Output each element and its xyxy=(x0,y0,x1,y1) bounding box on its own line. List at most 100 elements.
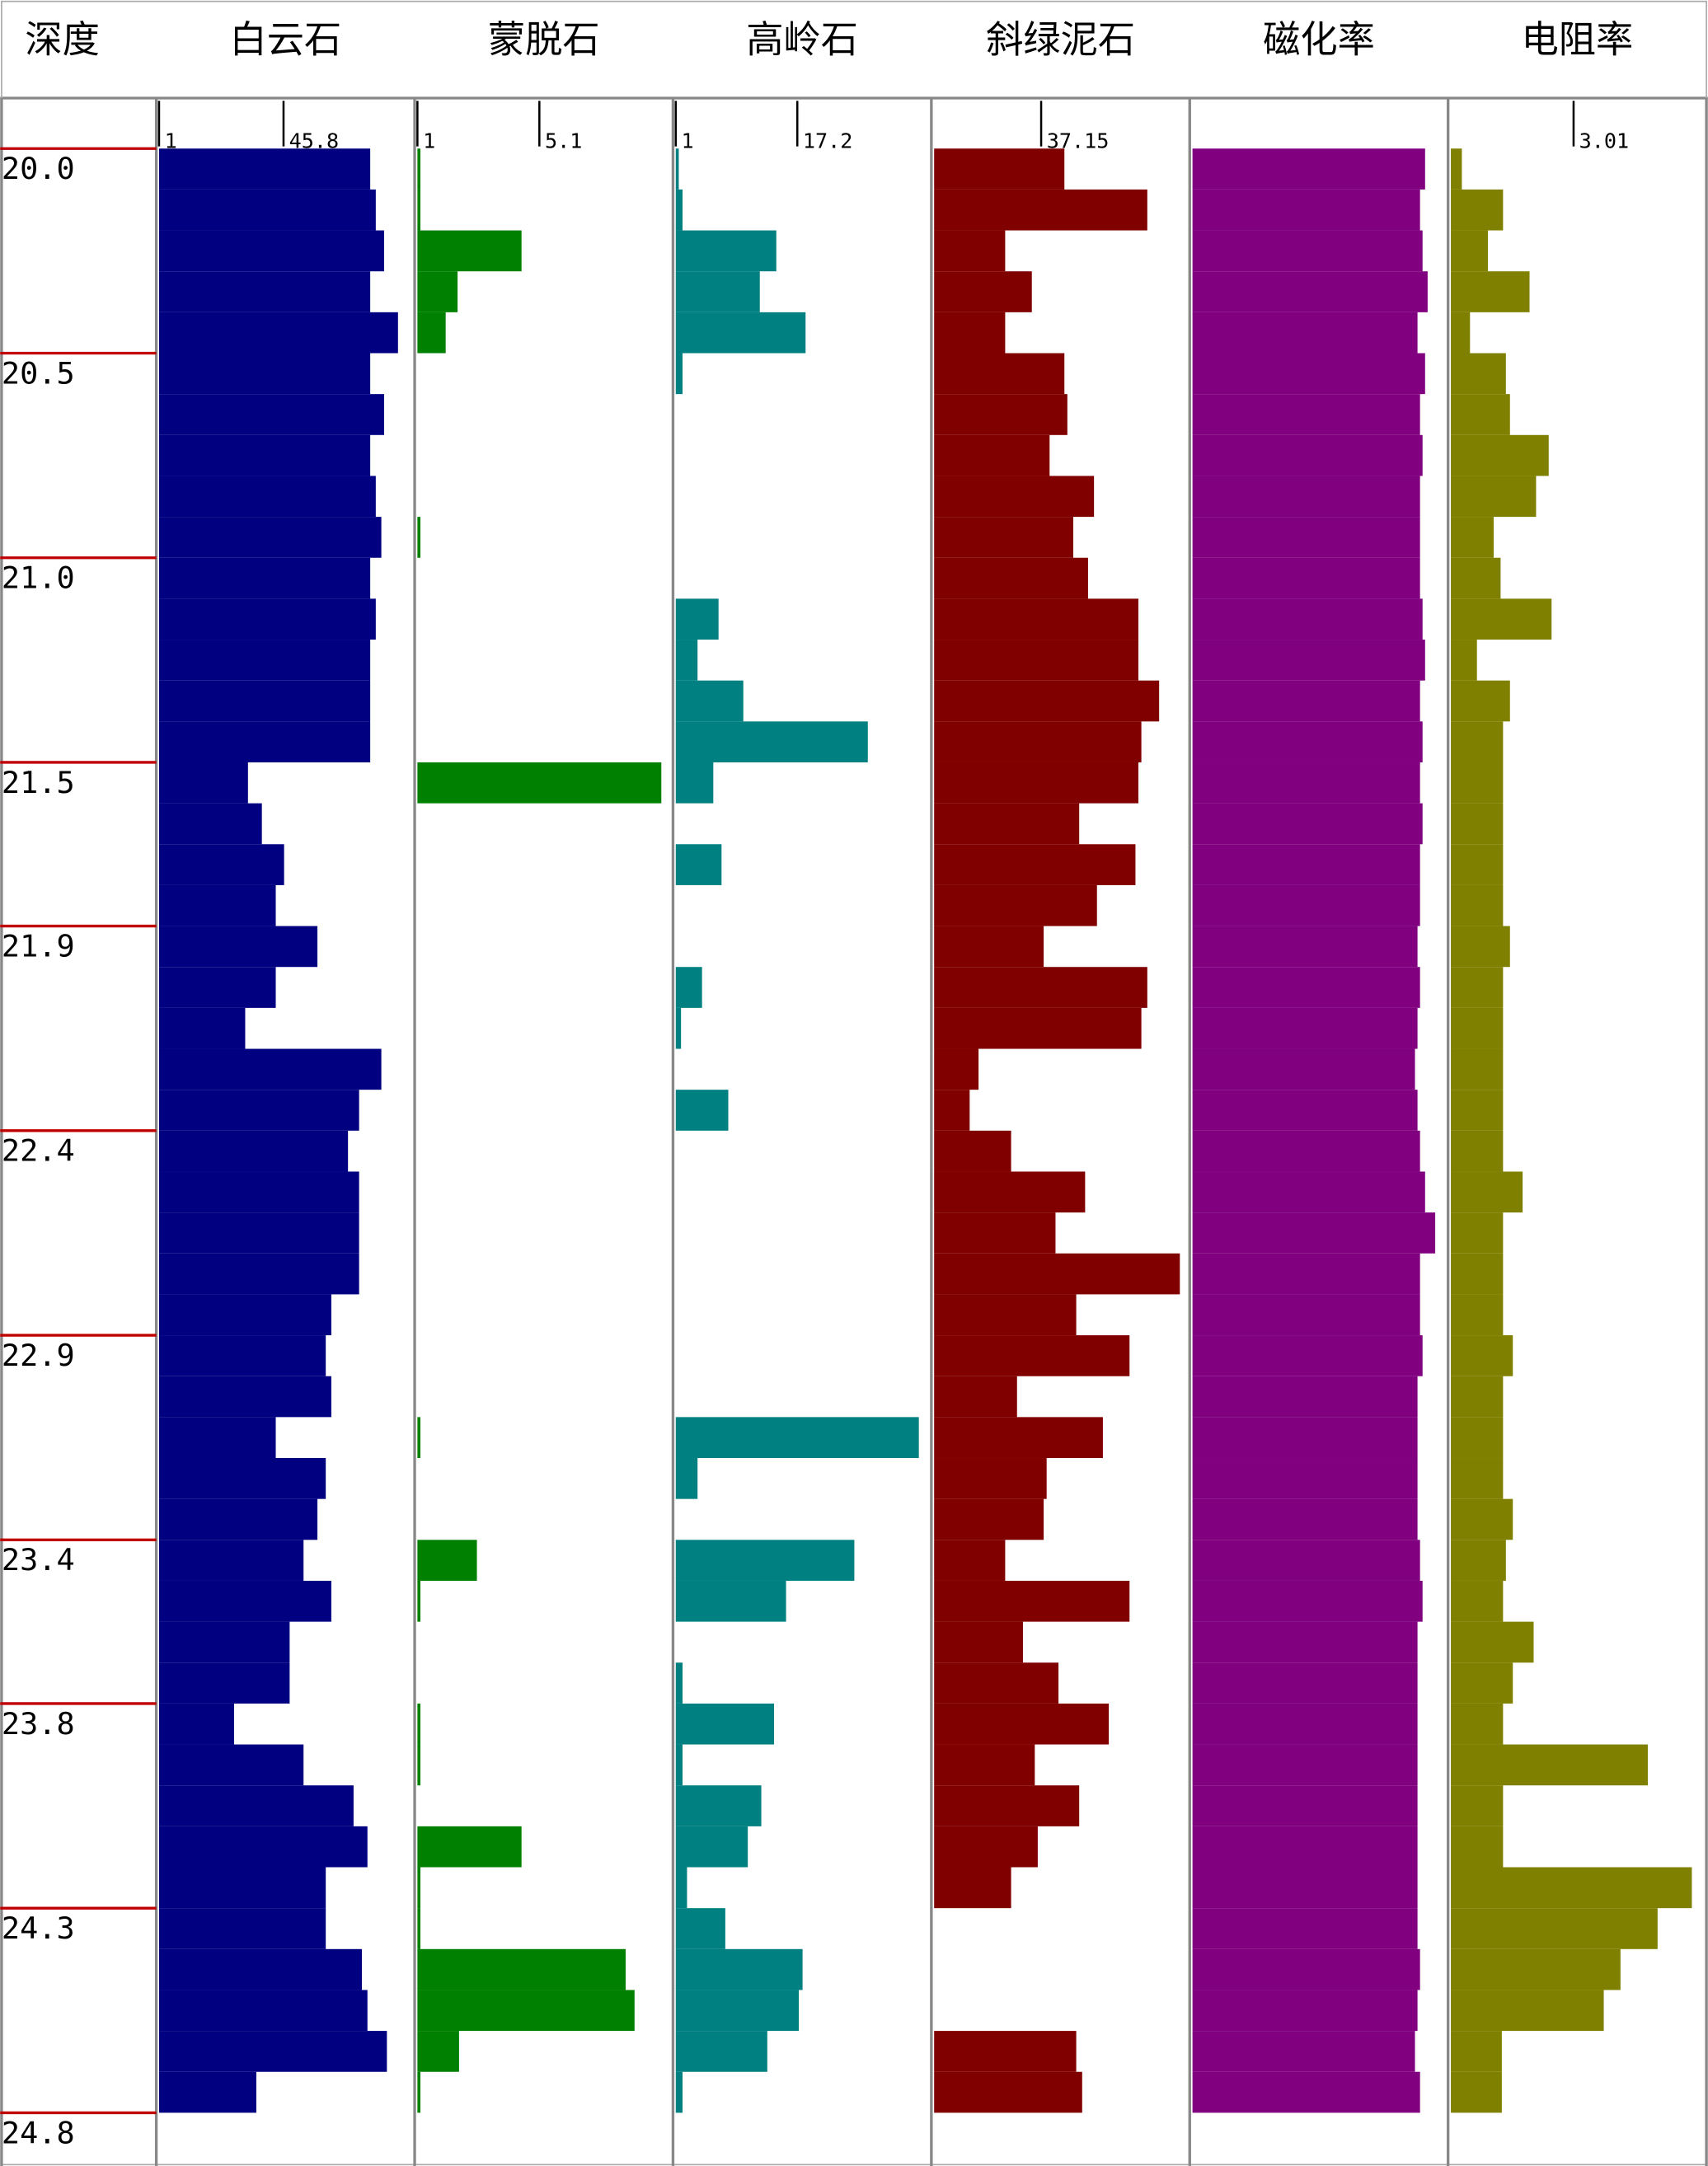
bar xyxy=(158,1621,290,1663)
bar xyxy=(934,640,1139,681)
bar xyxy=(1451,598,1552,640)
bar xyxy=(934,967,1147,1008)
bar xyxy=(1451,884,1504,926)
bar xyxy=(1192,1867,1418,1909)
bar xyxy=(1192,394,1420,435)
bar xyxy=(1192,1090,1418,1131)
bar xyxy=(1192,1744,1418,1786)
bar xyxy=(675,640,698,681)
bar xyxy=(1192,1458,1418,1499)
bar xyxy=(158,230,384,272)
bar xyxy=(158,926,318,968)
bar xyxy=(158,1335,326,1376)
bar xyxy=(1192,1703,1418,1745)
bar xyxy=(934,434,1050,476)
bar xyxy=(675,1990,800,2032)
bar xyxy=(934,557,1088,599)
bar xyxy=(1192,148,1425,190)
bar xyxy=(675,2031,767,2072)
bar xyxy=(1451,189,1504,231)
bar xyxy=(1451,1908,1658,1949)
bar xyxy=(158,1990,368,2032)
bar xyxy=(675,1744,683,1786)
bar xyxy=(1192,926,1418,968)
bar xyxy=(1192,557,1420,599)
bar xyxy=(158,1703,234,1745)
bar xyxy=(675,1826,748,1868)
bar xyxy=(934,926,1044,968)
track-header: 白云石 xyxy=(229,18,341,62)
bar xyxy=(675,1703,775,1745)
bar xyxy=(934,1171,1086,1213)
bar xyxy=(1451,1744,1648,1786)
bar xyxy=(934,680,1160,722)
bar xyxy=(1451,967,1504,1008)
bar xyxy=(417,1990,635,2032)
bar xyxy=(934,353,1065,395)
bar xyxy=(675,1867,687,1909)
bar xyxy=(1451,1867,1692,1909)
bar xyxy=(1451,1048,1504,1090)
bar xyxy=(1451,1580,1504,1622)
bar xyxy=(675,762,714,804)
bar xyxy=(934,1335,1130,1376)
bar xyxy=(158,148,371,190)
bar xyxy=(417,1826,522,1868)
bar xyxy=(158,476,376,518)
bar xyxy=(934,2031,1077,2072)
bar xyxy=(934,312,1006,354)
bar xyxy=(934,884,1097,926)
bar xyxy=(934,1376,1017,1418)
bar xyxy=(675,1580,786,1622)
bar xyxy=(1451,1621,1534,1663)
bar xyxy=(934,271,1032,312)
bar xyxy=(1451,517,1494,558)
bar xyxy=(417,312,446,354)
bar xyxy=(675,1908,725,1949)
bar xyxy=(417,2031,459,2072)
x-tick-label: 1 xyxy=(681,129,693,152)
bar xyxy=(675,148,679,190)
bar xyxy=(1192,517,1420,558)
bar xyxy=(1451,640,1477,681)
bar xyxy=(1192,1376,1418,1418)
bar xyxy=(1192,434,1423,476)
bar xyxy=(1451,1417,1504,1459)
bar xyxy=(1451,312,1471,354)
bar xyxy=(1451,1948,1621,1990)
bar xyxy=(1192,1048,1415,1090)
y-tick-label: 21.0 xyxy=(2,560,75,596)
bar xyxy=(158,598,376,640)
bar xyxy=(1451,2071,1502,2113)
bar xyxy=(417,189,420,231)
bar xyxy=(1192,1785,1418,1826)
bar xyxy=(1192,803,1423,845)
bar xyxy=(158,1130,349,1172)
bar xyxy=(934,721,1142,762)
bar xyxy=(158,1908,326,1949)
bar xyxy=(417,762,662,804)
bar xyxy=(1451,762,1504,804)
bar xyxy=(417,1703,420,1745)
bar xyxy=(934,803,1080,845)
bar xyxy=(1451,148,1462,190)
bar xyxy=(417,1948,626,1990)
bar xyxy=(158,1458,326,1499)
depth-header: 深度 xyxy=(25,18,100,62)
bar xyxy=(934,230,1006,272)
bar xyxy=(1192,1826,1418,1868)
bar xyxy=(1192,967,1420,1008)
bar xyxy=(158,353,371,395)
bar xyxy=(158,844,284,885)
bar xyxy=(1192,1130,1420,1172)
bar xyxy=(158,517,382,558)
bar xyxy=(675,1090,729,1131)
bar xyxy=(675,230,777,272)
bar xyxy=(158,803,262,845)
bar xyxy=(158,762,248,804)
y-tick-label: 20.5 xyxy=(2,355,75,391)
bar xyxy=(1192,2071,1420,2113)
bar xyxy=(934,148,1065,190)
bar xyxy=(417,1867,420,1909)
